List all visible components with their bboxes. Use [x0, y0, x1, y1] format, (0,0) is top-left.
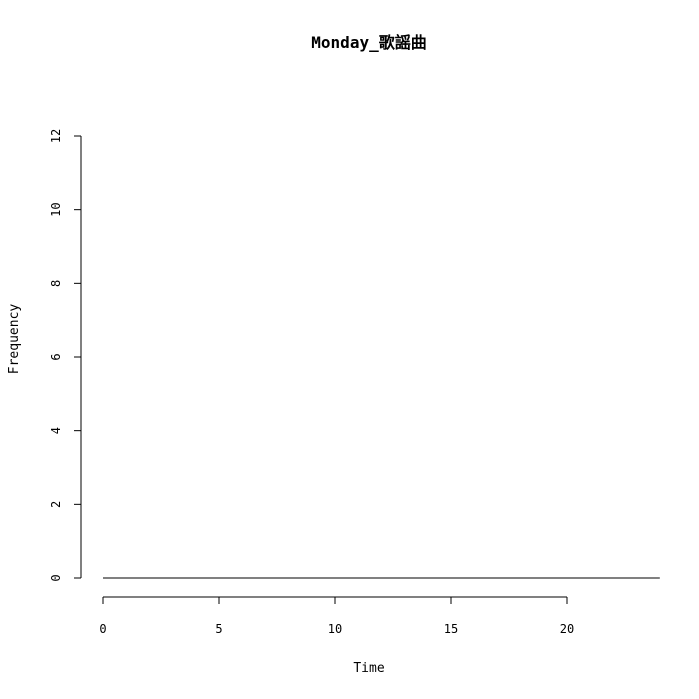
y-tick-label: 4 [49, 427, 63, 434]
y-tick-label: 10 [49, 202, 63, 216]
x-axis: 0 5 10 15 20 [99, 596, 574, 636]
x-tick-label: 10 [328, 622, 342, 636]
y-tick-label: 2 [49, 501, 63, 508]
chart-title: Monday_歌謡曲 [311, 33, 426, 52]
x-tick-label: 5 [215, 622, 222, 636]
y-axis-label: Frequency [7, 304, 22, 375]
x-tick-label: 20 [560, 622, 574, 636]
x-tick-label: 15 [444, 622, 458, 636]
y-tick-label: 0 [49, 574, 63, 581]
y-axis: 0 2 4 6 8 10 12 [49, 129, 82, 582]
x-tick-label: 0 [99, 622, 106, 636]
y-tick-label: 6 [49, 353, 63, 360]
x-axis-label: Time [353, 661, 384, 676]
y-tick-label: 8 [49, 280, 63, 287]
y-tick-label: 12 [49, 129, 63, 143]
